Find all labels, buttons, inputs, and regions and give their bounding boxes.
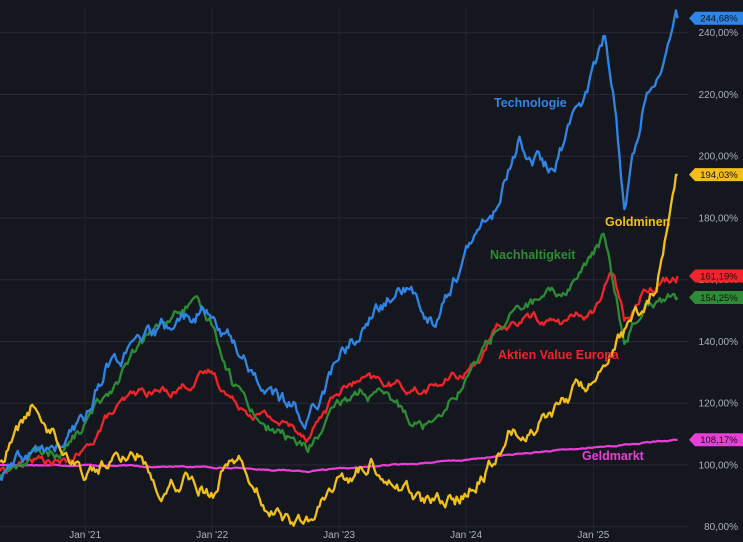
- badge-shape: [689, 269, 743, 283]
- series-labels: Geldmarkt Aktien Value Europa Nachhaltigke…: [490, 96, 670, 463]
- series-line: [0, 272, 679, 475]
- x-axis: Jan '21 Jan '22 Jan '23 Jan '24 Jan '25: [69, 530, 610, 541]
- last-value-badge: 244,68%: [689, 11, 743, 25]
- series-line: [0, 438, 678, 474]
- last-value-badge: 194,03%: [689, 168, 743, 182]
- series-name-label: Goldminen: [605, 215, 670, 229]
- y-tick-label: 140,00%: [699, 337, 739, 348]
- y-tick-label: 240,00%: [699, 28, 739, 39]
- series-line: [0, 232, 679, 479]
- series-name-label: Technologie: [494, 96, 567, 110]
- y-tick-label: 220,00%: [699, 90, 739, 101]
- series-line: [0, 173, 678, 527]
- y-tick-label: 200,00%: [699, 152, 739, 163]
- badge-value: 244,68%: [700, 14, 738, 25]
- last-value-badge: 108,17%: [689, 433, 743, 447]
- x-tick-label: Jan '21: [69, 530, 101, 541]
- badge-value: 108,17%: [700, 435, 738, 446]
- series-lines: [0, 9, 679, 527]
- badge-value: 161,19%: [700, 271, 738, 282]
- last-value-badge: 154,25%: [689, 291, 743, 304]
- badge-value: 154,25%: [700, 293, 738, 304]
- y-tick-label: 80,00%: [704, 522, 738, 533]
- x-tick-label: Jan '24: [450, 530, 482, 541]
- badge-shape: [689, 433, 743, 447]
- badge-shape: [689, 168, 743, 182]
- badge-shape: [689, 11, 743, 25]
- series-line: [0, 9, 679, 482]
- x-tick-label: Jan '22: [196, 530, 228, 541]
- y-tick-label: 100,00%: [699, 460, 739, 471]
- series-name-label: Nachhaltigkeit: [490, 248, 576, 262]
- x-tick-label: Jan '23: [323, 530, 355, 541]
- y-tick-label: 120,00%: [699, 399, 739, 410]
- last-value-badges: 108,17% 161,19% 154,25% 244,68% 194,03%: [689, 11, 743, 447]
- y-tick-label: 180,00%: [699, 213, 739, 224]
- badge-shape: [689, 291, 743, 304]
- badge-value: 194,03%: [700, 170, 738, 181]
- last-value-badge: 161,19%: [689, 269, 743, 283]
- series-name-label: Geldmarkt: [582, 449, 645, 463]
- x-tick-label: Jan '25: [577, 530, 609, 541]
- series-name-label: Aktien Value Europa: [498, 348, 620, 362]
